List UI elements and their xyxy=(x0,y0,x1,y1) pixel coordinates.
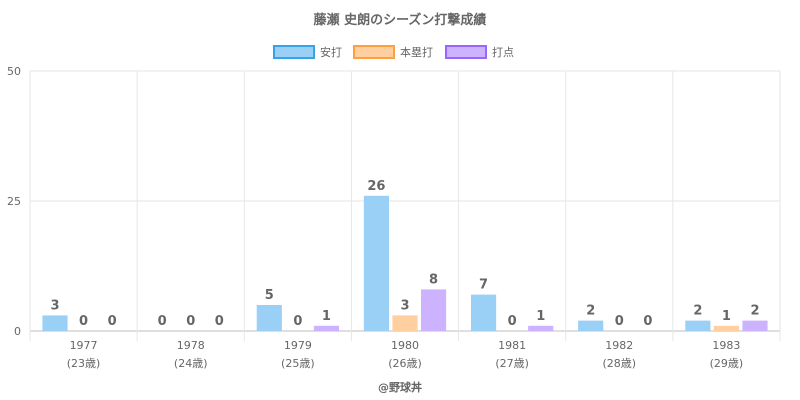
data-label: 0 xyxy=(108,314,117,329)
bars: 3 0 0 0 0 0 5 0 1 26 3 8 7 0 1 2 0 0 2 1 2 xyxy=(42,179,768,331)
data-label: 2 xyxy=(750,304,759,319)
x-tick-label: 1982 xyxy=(605,339,633,352)
data-label: 1 xyxy=(536,309,545,324)
data-label: 0 xyxy=(615,314,624,329)
x-tick-sublabel: (26歳) xyxy=(388,357,422,370)
data-label: 2 xyxy=(586,304,595,319)
data-label: 0 xyxy=(508,314,517,329)
x-tick-label: 1981 xyxy=(498,339,526,352)
bar[interactable] xyxy=(256,305,282,331)
x-tick-sublabel: (28歳) xyxy=(602,357,636,370)
x-tick-label: 1980 xyxy=(391,339,419,352)
data-label: 2 xyxy=(693,304,702,319)
credit-text: @野球丼 xyxy=(378,380,422,394)
legend-item[interactable]: 安打 xyxy=(273,45,342,59)
x-tick-sublabel: (29歳) xyxy=(710,357,744,370)
data-label: 5 xyxy=(265,288,274,303)
bar[interactable] xyxy=(313,325,339,331)
bar[interactable] xyxy=(42,315,68,331)
data-label: 0 xyxy=(293,314,302,329)
data-label: 0 xyxy=(158,314,167,329)
bar[interactable] xyxy=(742,320,768,331)
grid-lines xyxy=(29,70,781,341)
x-tick-sublabel: (25歳) xyxy=(281,357,315,370)
y-axis: 0 25 50 xyxy=(7,65,21,338)
x-tick-sublabel: (24歳) xyxy=(174,357,208,370)
legend-item[interactable]: 打点 xyxy=(445,45,514,59)
data-label: 0 xyxy=(79,314,88,329)
legend-label: 本塁打 xyxy=(400,45,433,59)
bar[interactable] xyxy=(528,325,554,331)
legend-swatch xyxy=(353,45,395,59)
data-label: 7 xyxy=(479,278,488,293)
data-label: 3 xyxy=(50,298,59,313)
y-tick-label: 0 xyxy=(14,325,21,338)
x-tick-label: 1983 xyxy=(712,339,740,352)
data-label: 26 xyxy=(367,179,385,194)
data-label: 0 xyxy=(186,314,195,329)
x-axis: 1977 (23歳) 1978 (24歳) 1979 (25歳) 1980 (26歳) 1981… xyxy=(67,339,743,370)
legend: 安打 本塁打 打点 xyxy=(273,45,514,59)
data-label: 3 xyxy=(400,298,409,313)
legend-label: 打点 xyxy=(492,45,514,59)
y-tick-label: 25 xyxy=(7,195,21,208)
x-tick-label: 1979 xyxy=(284,339,312,352)
chart-title: 藤瀬 史朗のシーズン打撃成績 xyxy=(314,12,487,28)
legend-label: 安打 xyxy=(320,45,342,59)
bar[interactable] xyxy=(363,195,389,331)
x-tick-sublabel: (23歳) xyxy=(67,357,101,370)
data-label: 0 xyxy=(215,314,224,329)
data-label: 0 xyxy=(643,314,652,329)
bar[interactable] xyxy=(392,315,418,331)
x-tick-sublabel: (27歳) xyxy=(495,357,529,370)
x-tick-label: 1978 xyxy=(177,339,205,352)
bar[interactable] xyxy=(578,320,604,331)
data-label: 1 xyxy=(322,309,331,324)
legend-swatch xyxy=(445,45,487,59)
bar[interactable] xyxy=(713,325,739,331)
data-label: 8 xyxy=(429,272,438,287)
bar[interactable] xyxy=(471,294,497,331)
bar[interactable] xyxy=(685,320,711,331)
y-tick-label: 50 xyxy=(7,65,21,78)
x-tick-label: 1977 xyxy=(70,339,98,352)
data-label: 1 xyxy=(722,309,731,324)
legend-swatch xyxy=(273,45,315,59)
legend-item[interactable]: 本塁打 xyxy=(353,45,433,59)
bar[interactable] xyxy=(421,289,447,331)
